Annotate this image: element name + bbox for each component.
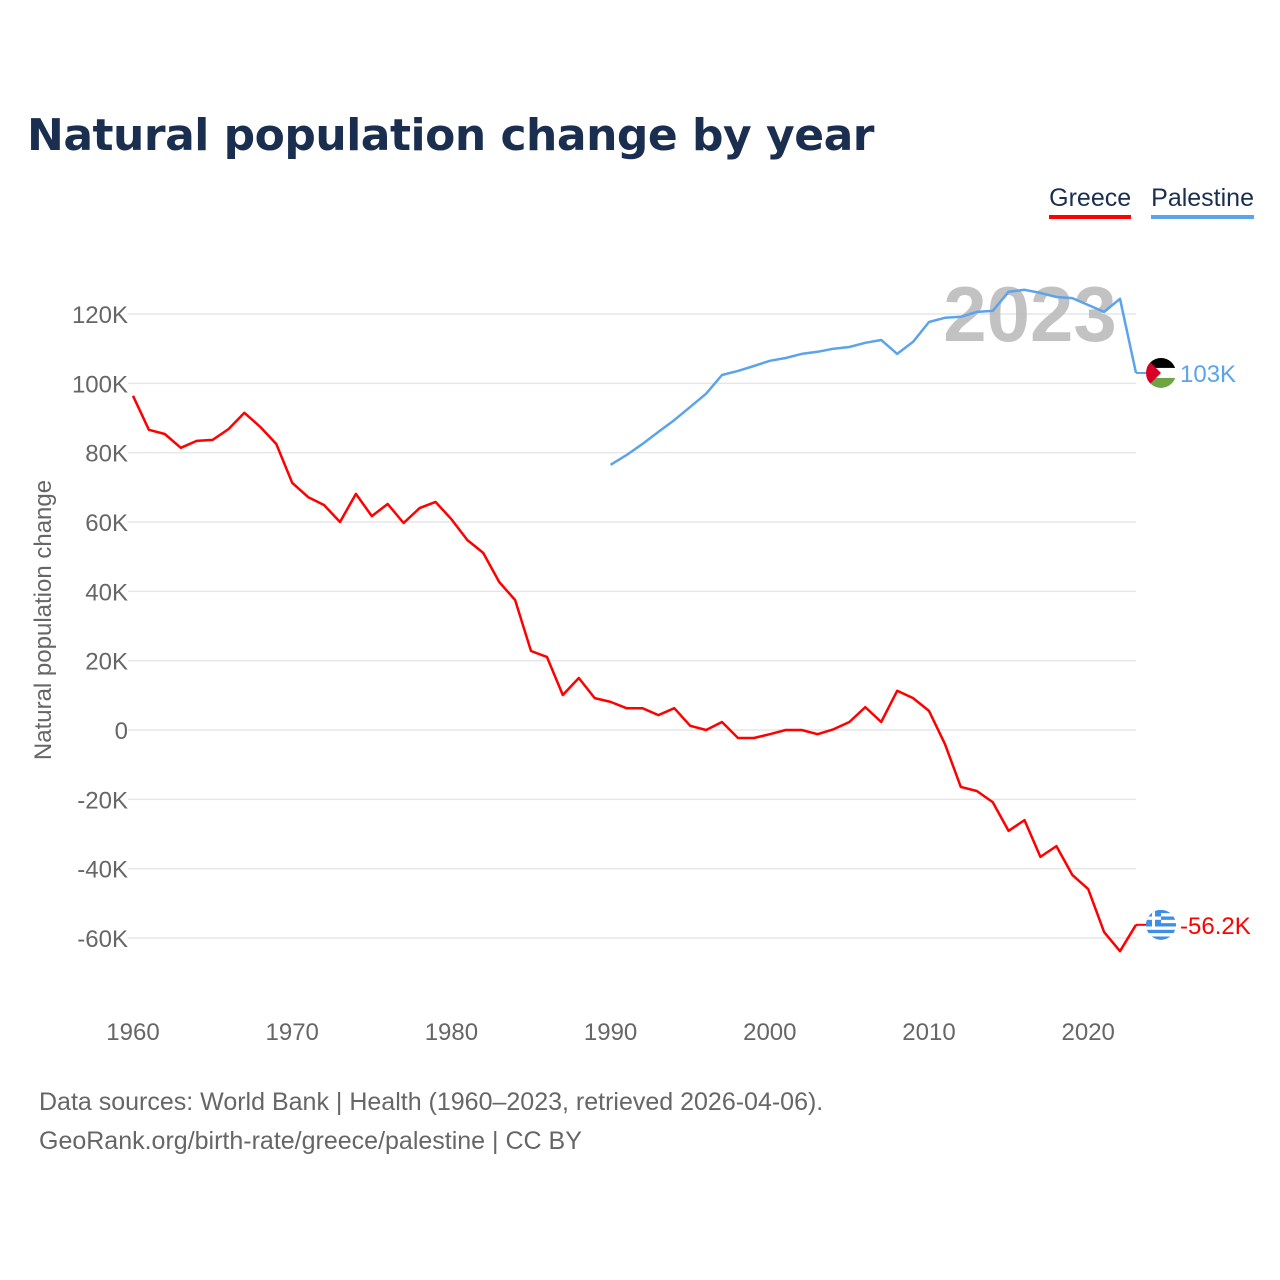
y-tick-label: 120K (72, 302, 128, 329)
end-value-label-greece: -56.2K (1180, 913, 1251, 940)
y-axis-label: Natural population change (30, 480, 57, 760)
chart-title: Natural population change by year (27, 110, 874, 161)
footer-attribution: GeoRank.org/birth-rate/greece/palestine … (39, 1127, 582, 1155)
x-tick-label: 1980 (425, 1019, 478, 1046)
greece-flag-icon (1146, 909, 1176, 940)
x-tick-label: 1970 (266, 1019, 319, 1046)
y-tick-label: -40K (77, 857, 128, 884)
legend-item-greece[interactable]: Greece (1049, 184, 1132, 219)
x-tick-label: 2010 (902, 1019, 955, 1046)
y-tick-label: -60K (77, 926, 128, 953)
y-tick-label: 60K (85, 510, 128, 537)
legend-item-palestine[interactable]: Palestine (1151, 184, 1254, 219)
x-tick-label: 1960 (106, 1019, 159, 1046)
y-tick-label: 40K (85, 579, 128, 606)
y-tick-label: 20K (85, 649, 128, 676)
palestine-flag-icon (1146, 357, 1176, 388)
series-line-greece (131, 395, 1138, 953)
footer-sources: Data sources: World Bank | Health (1960–… (39, 1088, 824, 1116)
y-tick-label: 0 (115, 718, 128, 745)
x-tick-label: 2000 (743, 1019, 796, 1046)
y-tick-label: -20K (77, 787, 128, 814)
y-tick-label: 100K (72, 371, 128, 398)
x-tick-label: 2020 (1062, 1019, 1115, 1046)
series-line-palestine (609, 288, 1138, 466)
x-tick-label: 1990 (584, 1019, 637, 1046)
y-tick-label: 80K (85, 441, 128, 468)
end-value-label-palestine: 103K (1180, 361, 1236, 388)
legend: Greece Palestine (1049, 184, 1254, 219)
